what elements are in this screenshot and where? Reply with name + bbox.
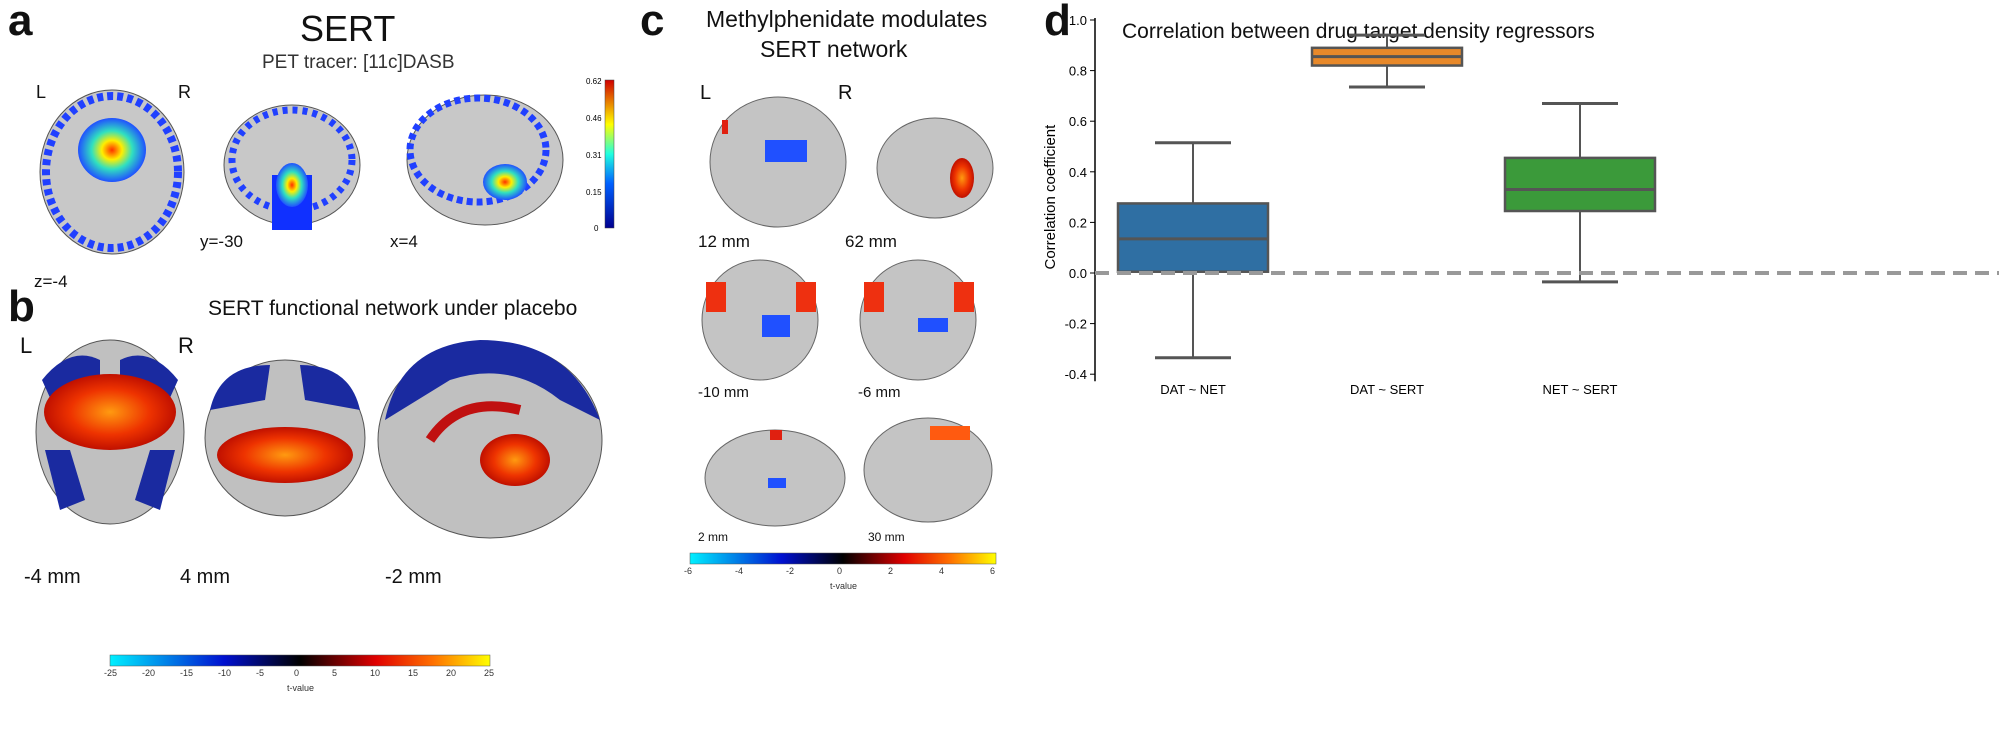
boxplot-chart: -0.4 -0.2 0.0 0.2 0.4 0.6 0.8 1.0 Correlation co… xyxy=(1042,13,1999,397)
y-tick-label: 0.2 xyxy=(1069,215,1087,230)
colorbar-tick: 25 xyxy=(484,668,495,678)
colorbar-tick: -10 xyxy=(218,668,232,678)
colorbar-label: t-value xyxy=(287,683,315,693)
panel-a-subtitle: PET tracer: [11c]DASB xyxy=(262,52,455,73)
tvalue-colorbar-b xyxy=(109,654,491,667)
axial-slice-a xyxy=(39,89,185,255)
left-marker: L xyxy=(700,82,712,104)
colorbar-tick: 15 xyxy=(408,668,419,678)
panel-c-title-line2: SERT network xyxy=(760,36,908,62)
colorbar-tick: 0.62 xyxy=(586,77,602,86)
y-tick-label: 0.8 xyxy=(1069,64,1087,79)
axial-slice-c2 xyxy=(876,117,994,219)
colorbar-tick: 0 xyxy=(837,566,843,576)
left-marker: L xyxy=(20,333,33,358)
colorbar-tick: -2 xyxy=(786,566,795,576)
y-tick-label: 0.6 xyxy=(1069,114,1087,129)
y-axis-label: Correlation coefficient xyxy=(1042,124,1059,270)
sagittal-slice-c2 xyxy=(863,417,993,523)
right-marker: R xyxy=(178,82,191,102)
panel-c-title-line1: Methylphenidate modulates xyxy=(706,6,988,32)
y-tick-label: 1.0 xyxy=(1069,13,1087,28)
colorbar-tick: 0.46 xyxy=(586,114,602,123)
right-marker: R xyxy=(838,82,853,104)
slice-label: y=-30 xyxy=(200,232,243,251)
colorbar-tick: -5 xyxy=(256,668,265,678)
colorbar-tick: 5 xyxy=(332,668,338,678)
colorbar-tick: 10 xyxy=(370,668,381,678)
slice-label: z=-4 xyxy=(34,272,68,291)
panel-d-label: d xyxy=(1044,0,1071,45)
x-tick-label: DAT ~ SERT xyxy=(1350,382,1424,397)
slice-label: 30 mm xyxy=(868,530,905,544)
coronal-slice-c1 xyxy=(701,259,819,381)
panel-c-label: c xyxy=(640,0,665,45)
panel-a-label: a xyxy=(8,0,33,45)
slice-label: 4 mm xyxy=(180,566,230,588)
left-marker: L xyxy=(36,82,47,102)
slice-label: -2 mm xyxy=(385,566,442,588)
slice-label: -4 mm xyxy=(24,566,81,588)
slice-label: 62 mm xyxy=(845,232,897,251)
slice-label: x=4 xyxy=(390,232,418,251)
colorbar-tick: -4 xyxy=(735,566,744,576)
coronal-slice-a xyxy=(223,104,361,230)
x-tick-label: NET ~ SERT xyxy=(1542,382,1617,397)
y-tick-label: -0.4 xyxy=(1065,367,1087,382)
coronal-slice-c2 xyxy=(859,259,977,381)
panel-b-title: SERT functional network under placebo xyxy=(208,297,578,320)
pet-colorbar: 0.62 0.46 0.31 0.15 0 xyxy=(586,77,615,233)
axial-slice-b xyxy=(35,339,185,525)
y-tick-label: 0.4 xyxy=(1069,165,1087,180)
right-marker: R xyxy=(178,333,194,358)
colorbar-tick: 2 xyxy=(888,566,894,576)
chart-title: Correlation between drug target density … xyxy=(1122,20,1595,43)
axial-slice-c1 xyxy=(709,96,847,228)
brain-images: 0.62 0.46 0.31 0.15 0 xyxy=(35,77,997,667)
colorbar-tick: 6 xyxy=(990,566,996,576)
y-tick-label: 0.0 xyxy=(1069,266,1087,281)
slice-label: 2 mm xyxy=(698,530,728,544)
colorbar-ticks-c: -6 -4 -2 0 2 4 6 xyxy=(684,566,996,578)
colorbar-label: t-value xyxy=(830,581,858,591)
slice-label: -6 mm xyxy=(858,384,901,401)
sagittal-slice-b xyxy=(377,340,603,539)
sagittal-slice-a xyxy=(406,94,564,226)
panel-b-label: b xyxy=(8,282,35,331)
slice-label: -10 mm xyxy=(698,384,749,401)
colorbar-tick: -20 xyxy=(142,668,156,678)
x-tick-label: DAT ~ NET xyxy=(1160,382,1226,397)
colorbar-tick: 4 xyxy=(939,566,945,576)
colorbar-tick: -15 xyxy=(180,668,194,678)
coronal-slice-b xyxy=(204,359,366,517)
sagittal-slice-c1 xyxy=(704,429,846,527)
colorbar-tick: 0 xyxy=(294,668,300,678)
slice-label: 12 mm xyxy=(698,232,750,251)
colorbar-tick: 0.15 xyxy=(586,188,602,197)
y-tick-label: -0.2 xyxy=(1065,317,1087,332)
panel-a-title: SERT xyxy=(300,8,396,49)
colorbar-tick: 20 xyxy=(446,668,457,678)
tvalue-colorbar-c xyxy=(689,552,997,565)
colorbar-tick: -25 xyxy=(104,668,118,678)
box xyxy=(1503,156,1657,213)
colorbar-ticks-b: -25 -20 -15 -10 -5 0 5 10 15 20 25 xyxy=(104,668,494,680)
colorbar-tick: 0.31 xyxy=(586,151,602,160)
colorbar-tick: -6 xyxy=(684,566,693,576)
colorbar-tick: 0 xyxy=(594,224,599,233)
